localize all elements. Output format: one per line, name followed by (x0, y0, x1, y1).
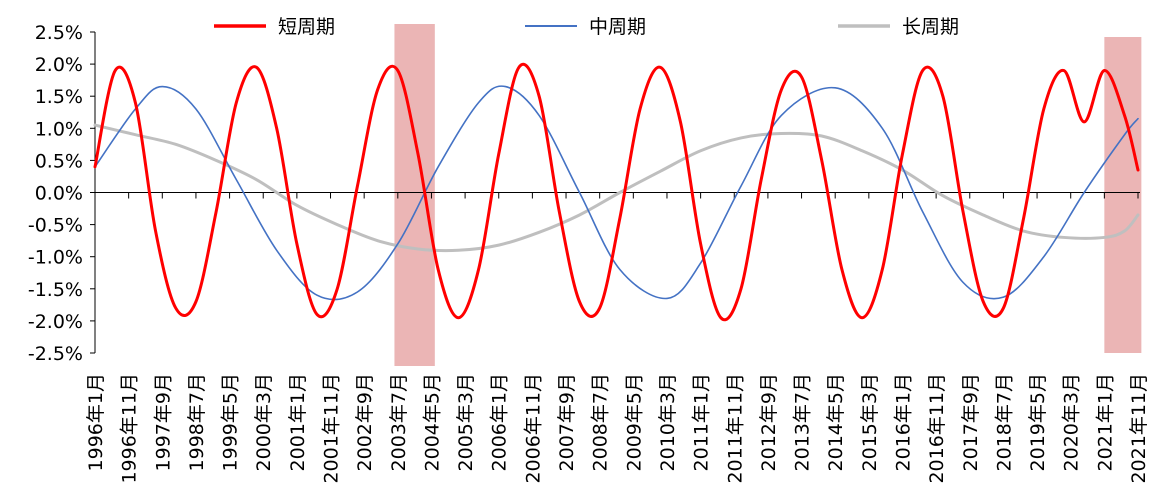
legend-label: 短周期 (278, 16, 335, 38)
legend-label: 长周期 (902, 16, 959, 38)
y-tick-label: 1.5% (35, 86, 83, 108)
legend: 短周期 中周期 长周期 (214, 16, 959, 38)
y-tick-label: 0.0% (35, 183, 83, 205)
x-tick-label: 1996年1月 (85, 373, 107, 471)
y-axis: 2.5% 2.0% 1.5% 1.0% 0.5% 0.0% -0.5% -1.0% -1.5% -… (28, 22, 96, 365)
x-tick-label: 2008年7月 (590, 373, 612, 471)
x-tick-label: 2001年1月 (287, 373, 309, 471)
x-tick-label: 2011年1月 (691, 373, 713, 471)
x-tick-label: 2010年3月 (657, 373, 679, 471)
x-tick-label: 1998年7月 (186, 373, 208, 471)
series-lines (93, 62, 1140, 322)
x-tick-label: 2018年7月 (993, 373, 1015, 471)
y-tick-label: -1.5% (28, 279, 83, 301)
x-tick-label: 2015年3月 (859, 373, 881, 471)
x-axis: 1996年1月 1996年11月 1997年9月 1998年7月 1999年5月 2000… (85, 192, 1150, 484)
x-tick-label: 2011年11月 (724, 373, 746, 484)
y-tick-label: 0.5% (35, 150, 83, 172)
y-tick-label: 2.5% (35, 22, 83, 44)
series-line-0 (93, 62, 1140, 322)
x-tick-label: 2017年9月 (960, 373, 982, 471)
x-tick-label: 2004年5月 (421, 373, 443, 471)
x-tick-label: 2006年11月 (522, 373, 544, 484)
x-tick-label: 2007年9月 (556, 373, 578, 471)
x-tick-label: 2016年11月 (926, 373, 948, 484)
x-tick-label: 2013年7月 (792, 373, 814, 471)
x-tick-label: 2020年3月 (1061, 373, 1083, 471)
legend-label: 中周期 (589, 16, 646, 38)
x-tick-label: 2000年3月 (253, 373, 275, 471)
x-tick-label: 2019年5月 (1027, 373, 1049, 471)
y-tick-label: -1.0% (28, 247, 83, 269)
x-tick-label: 2005年3月 (455, 373, 477, 471)
y-tick-label: 1.0% (35, 118, 83, 140)
y-tick-label: -2.5% (28, 343, 83, 365)
x-tick-label: 2021年1月 (1094, 373, 1116, 471)
y-tick-label: 2.0% (35, 54, 83, 76)
y-tick-label: -0.5% (28, 215, 83, 237)
x-tick-label: 1997年9月 (152, 373, 174, 471)
x-tick-label: 2021年11月 (1128, 373, 1150, 484)
x-tick-label: 2012年9月 (758, 373, 780, 471)
x-tick-label: 2003年7月 (388, 373, 410, 471)
x-tick-label: 2006年1月 (489, 373, 511, 471)
x-tick-label: 2014年5月 (825, 373, 847, 471)
series-line-2 (93, 123, 1140, 253)
series-line-1 (94, 85, 1139, 301)
x-tick-label: 2016年1月 (892, 373, 914, 471)
x-tick-label: 1999年5月 (220, 373, 242, 471)
shaded-periods (394, 24, 1142, 366)
x-tick-label: 1996年11月 (119, 373, 141, 484)
shaded-period (1104, 37, 1142, 353)
x-tick-label: 2002年9月 (354, 373, 376, 471)
x-tick-label: 2001年11月 (321, 373, 343, 484)
x-tick-label: 2009年5月 (623, 373, 645, 471)
y-tick-label: -2.0% (28, 311, 83, 333)
